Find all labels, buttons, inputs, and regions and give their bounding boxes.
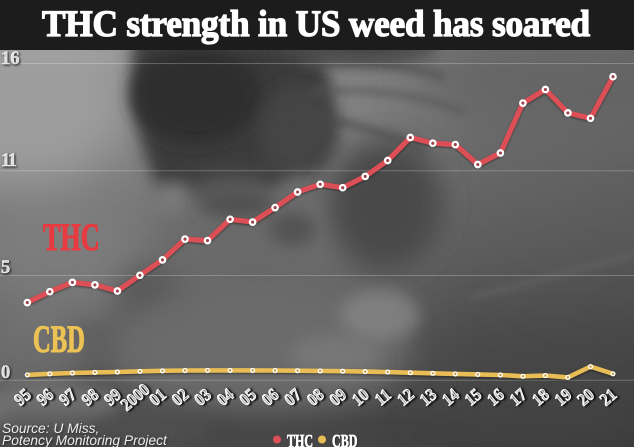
svg-text:10: 10 bbox=[348, 384, 373, 409]
svg-text:21: 21 bbox=[596, 384, 621, 409]
svg-text:95: 95 bbox=[10, 384, 35, 409]
svg-text:02: 02 bbox=[168, 384, 193, 409]
svg-text:5: 5 bbox=[1, 258, 10, 278]
svg-text:15: 15 bbox=[460, 384, 485, 409]
svg-text:97: 97 bbox=[55, 384, 80, 409]
svg-text:11: 11 bbox=[1, 151, 17, 171]
svg-text:0: 0 bbox=[1, 363, 10, 383]
svg-text:16: 16 bbox=[1, 49, 20, 69]
svg-text:14: 14 bbox=[438, 384, 463, 409]
svg-text:06: 06 bbox=[258, 384, 283, 409]
svg-text:18: 18 bbox=[528, 384, 553, 409]
svg-text:19: 19 bbox=[551, 384, 576, 409]
svg-text:13: 13 bbox=[415, 384, 440, 409]
svg-text:11: 11 bbox=[371, 385, 395, 410]
svg-text:96: 96 bbox=[32, 384, 57, 409]
svg-text:03: 03 bbox=[190, 384, 215, 409]
svg-text:04: 04 bbox=[213, 384, 238, 409]
svg-text:05: 05 bbox=[235, 384, 260, 409]
svg-text:09: 09 bbox=[325, 384, 350, 409]
svg-text:12: 12 bbox=[393, 384, 418, 409]
svg-text:07: 07 bbox=[280, 384, 305, 409]
svg-text:01: 01 bbox=[145, 384, 170, 409]
svg-text:17: 17 bbox=[506, 384, 531, 409]
svg-text:98: 98 bbox=[78, 384, 103, 409]
svg-text:20: 20 bbox=[573, 384, 598, 409]
svg-text:08: 08 bbox=[303, 384, 328, 409]
svg-text:16: 16 bbox=[483, 384, 508, 409]
